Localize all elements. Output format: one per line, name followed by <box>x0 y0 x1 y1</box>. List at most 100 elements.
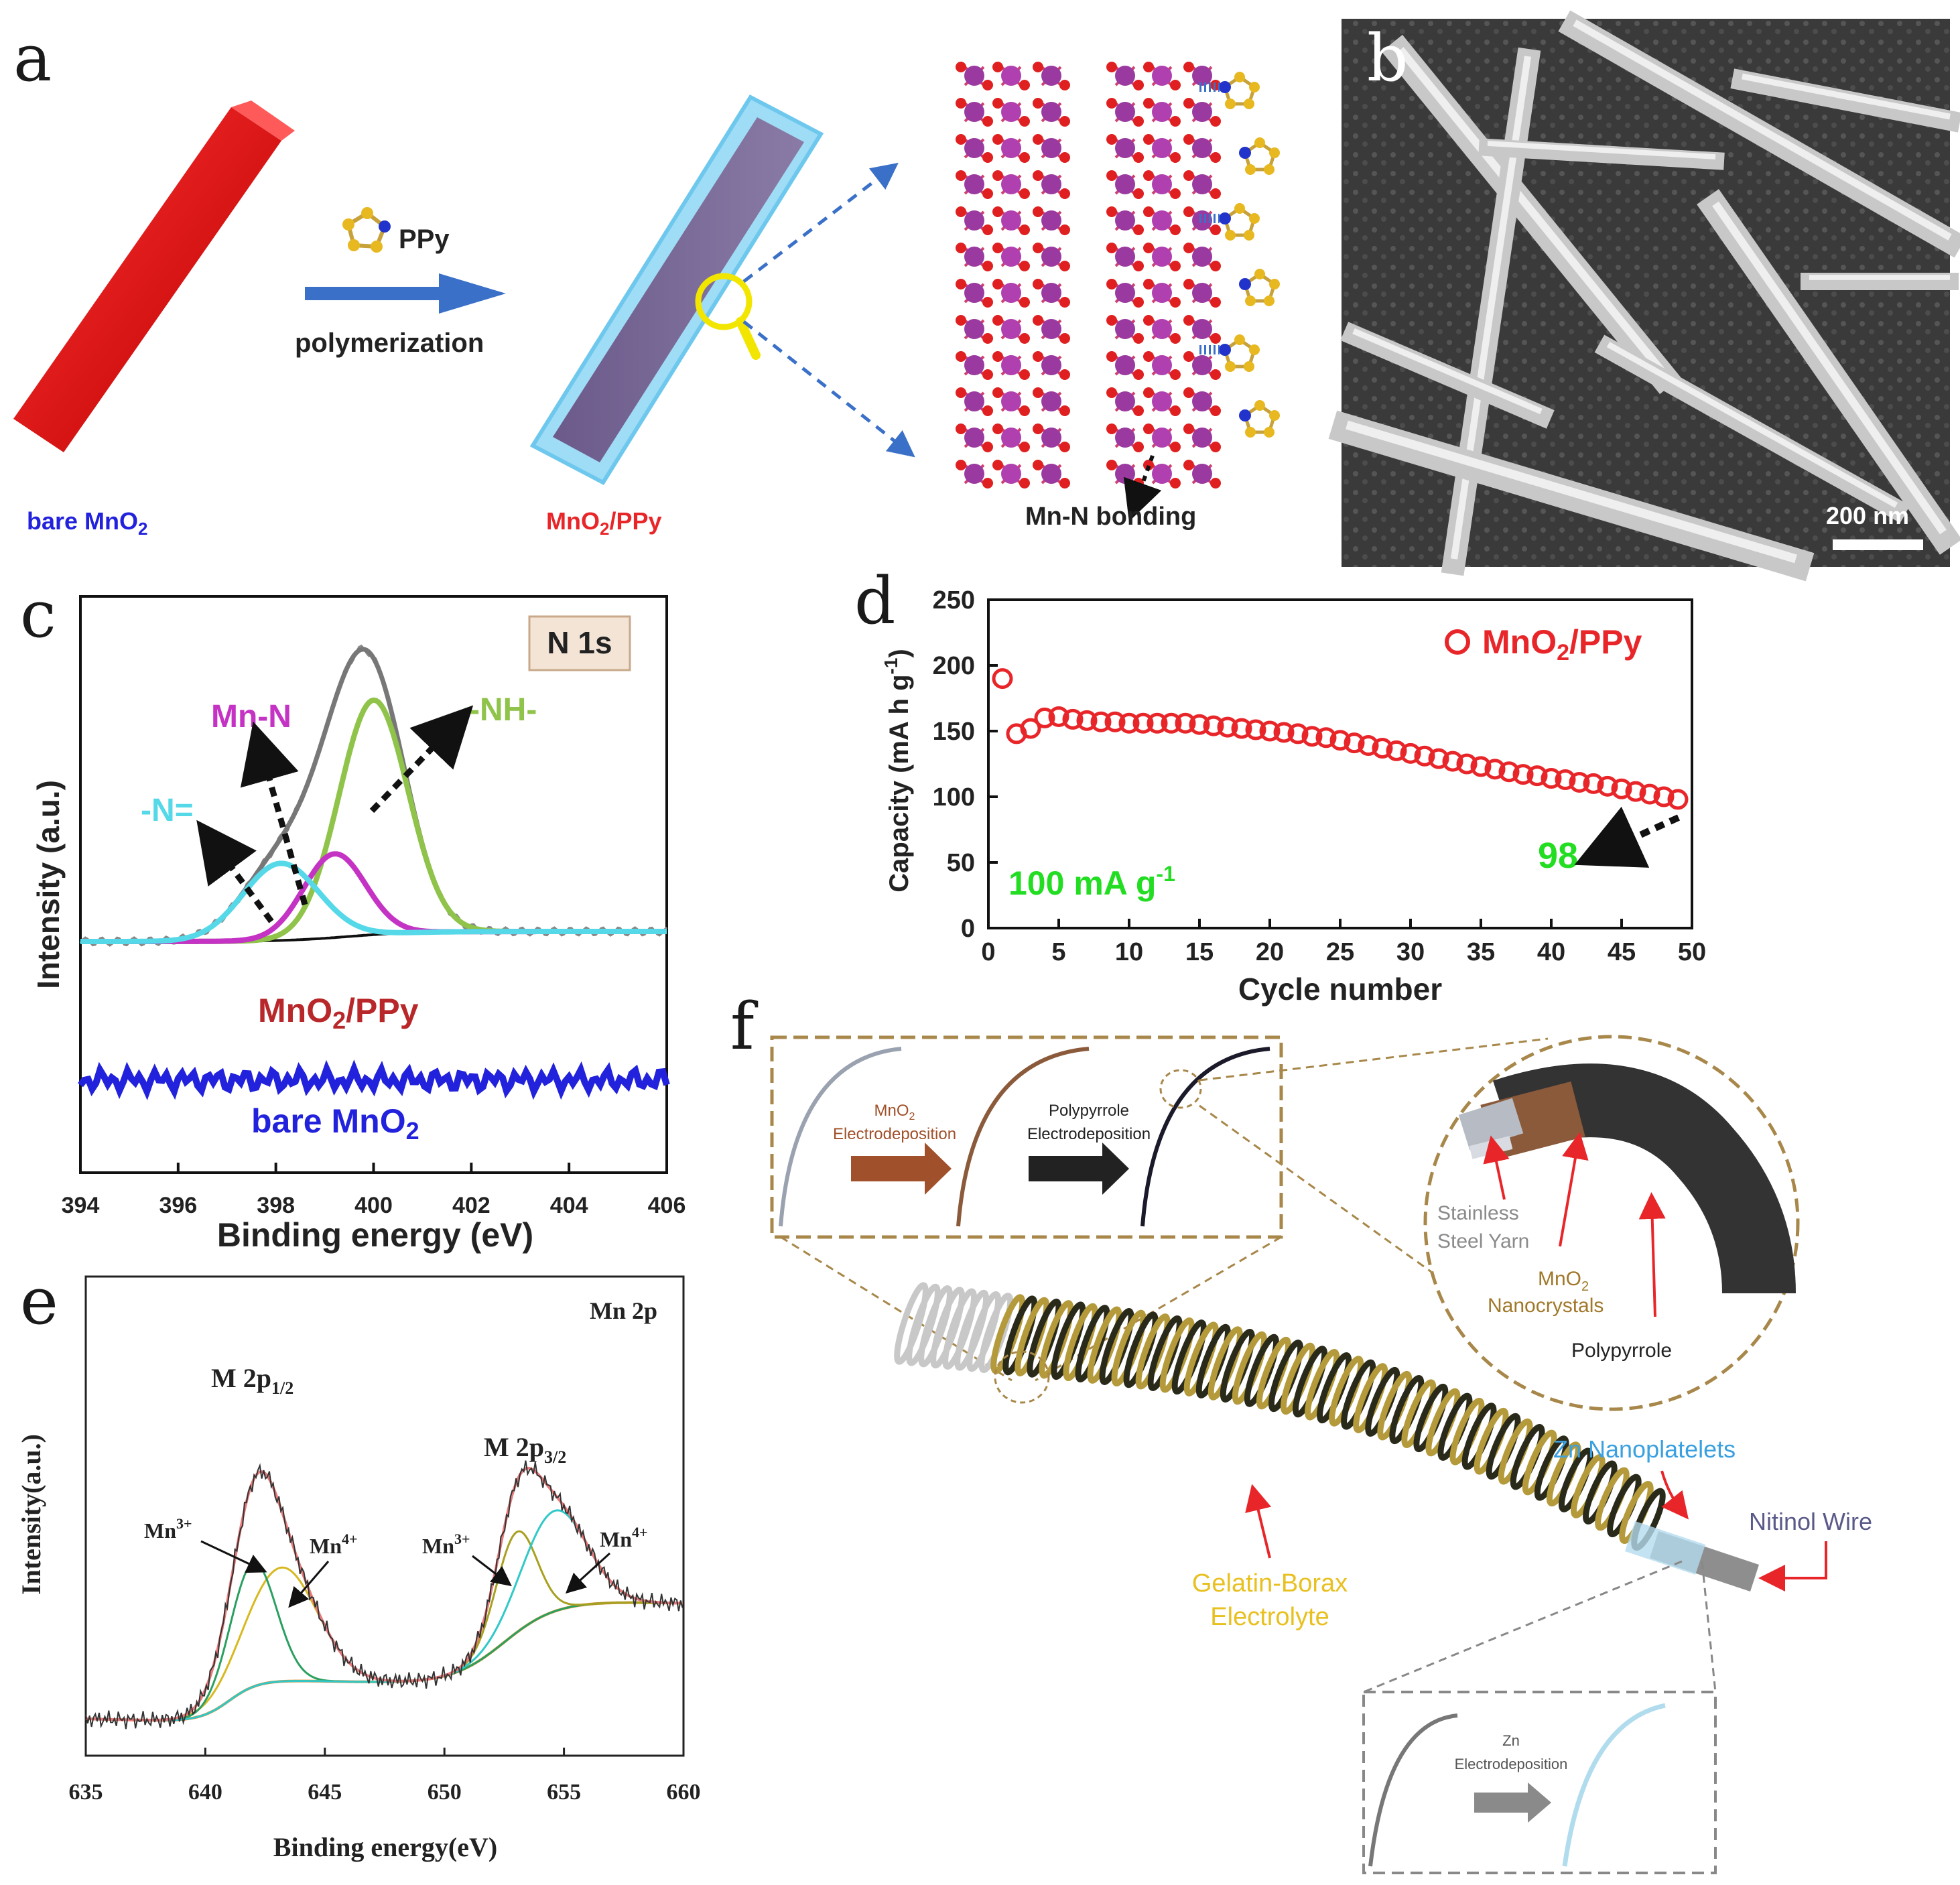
layer2-label: MnO2 <box>1538 1268 1589 1294</box>
legend: MnO2/PPy <box>1445 623 1642 665</box>
panel-label-b: b <box>1367 21 1408 96</box>
mn-atom <box>1115 138 1135 158</box>
mn-atom <box>1192 66 1212 86</box>
data-point <box>1245 719 1266 740</box>
n-atom <box>1239 278 1251 290</box>
o-atom <box>1170 369 1181 380</box>
o-atom <box>992 62 1003 72</box>
o-atom <box>992 387 1003 398</box>
mn-atom <box>1152 355 1172 375</box>
c-atom <box>1244 99 1254 109</box>
o-atom <box>1059 188 1070 199</box>
x-tick-label: 35 <box>1467 938 1495 966</box>
o-atom <box>1133 224 1144 235</box>
panel-label-c: c <box>20 577 56 652</box>
mn-atom <box>1152 174 1172 194</box>
o-atom <box>1143 243 1154 253</box>
data-point <box>1667 789 1689 810</box>
mn-atom <box>1152 102 1172 122</box>
o-atom <box>1133 116 1144 127</box>
x-tick-label: 5 <box>1051 938 1065 966</box>
o-atom <box>1143 387 1154 398</box>
o-atom <box>1059 297 1070 308</box>
mn-atom <box>1192 319 1212 339</box>
o-atom <box>982 152 993 163</box>
data-point <box>1076 710 1098 731</box>
o-atom <box>1033 98 1043 109</box>
x-tick-label: 25 <box>1326 938 1354 966</box>
o-atom <box>1033 134 1043 145</box>
o-atom <box>1106 279 1117 289</box>
data-point <box>1104 711 1126 732</box>
o-atom <box>992 206 1003 217</box>
panel-label-d: d <box>854 564 895 639</box>
mn-atom <box>1041 102 1061 122</box>
mn-atom <box>964 319 984 339</box>
electrolyte-label-line2: Electrolyte <box>1210 1603 1329 1631</box>
o-atom <box>992 134 1003 145</box>
o-atom <box>1133 333 1144 344</box>
data-point <box>1442 751 1463 772</box>
mn-atom <box>1041 319 1061 339</box>
o-atom <box>1059 80 1070 90</box>
data-point <box>1315 727 1337 749</box>
nitinol-wire <box>1625 1521 1759 1591</box>
o-atom <box>1133 369 1144 380</box>
panel-label-a: a <box>13 21 52 96</box>
o-atom <box>1170 442 1181 452</box>
mn-atom <box>1041 210 1061 231</box>
o-atom <box>1143 206 1154 217</box>
o-atom <box>982 224 993 235</box>
ppy-label: PPy <box>399 224 450 254</box>
o-atom <box>992 98 1003 109</box>
o-atom <box>1106 170 1117 181</box>
data-point <box>1555 769 1576 791</box>
o-atom <box>1019 369 1030 380</box>
bare-yarn <box>779 1047 902 1227</box>
o-atom <box>1106 351 1117 362</box>
o-atom <box>1059 442 1070 452</box>
o-atom <box>1106 62 1117 72</box>
c-atom <box>1244 230 1254 241</box>
mn3-label-1: Mn3+ <box>144 1515 192 1543</box>
mn-atom <box>964 283 984 303</box>
c-atom <box>1264 427 1275 438</box>
layer1-label-line1: Stainless <box>1437 1202 1519 1224</box>
o-atom <box>1019 333 1030 344</box>
data-point <box>1329 730 1351 751</box>
nanorod-highlight <box>1742 73 1951 120</box>
o-atom <box>1019 152 1030 163</box>
o-atom <box>1210 297 1221 308</box>
mn-atom <box>1115 210 1135 231</box>
o-atom <box>1019 297 1030 308</box>
xps-curves <box>85 1460 683 1730</box>
x-tick-label: 406 <box>648 1193 686 1218</box>
o-atom <box>1183 134 1194 145</box>
x-tick-label: 40 <box>1537 938 1565 966</box>
y-tick-label: 250 <box>933 586 975 614</box>
o-atom <box>1133 442 1144 452</box>
x-tick-label: 660 <box>667 1780 701 1805</box>
nanorod-highlight <box>1606 342 1898 508</box>
c-atom <box>1269 147 1280 158</box>
o-atom <box>1170 405 1181 416</box>
x-tick-label: 650 <box>428 1780 462 1805</box>
mn-atom <box>1001 102 1021 122</box>
mn-atom <box>1115 283 1135 303</box>
mn-atom <box>1152 247 1172 267</box>
zn-step-line2: Electrodeposition <box>1455 1756 1568 1772</box>
zoom-line <box>1199 1037 1549 1082</box>
o-atom <box>1183 206 1194 217</box>
mn-atom <box>1152 464 1172 484</box>
o-atom <box>1019 442 1030 452</box>
o-atom <box>956 98 966 109</box>
layer2-label-line2: Nanocrystals <box>1488 1295 1604 1317</box>
o-atom <box>1210 369 1221 380</box>
o-atom <box>992 315 1003 326</box>
panel-a: a bare MnO2 PPy polymerization <box>13 21 1280 539</box>
o-atom <box>956 134 966 145</box>
c-atom <box>1269 410 1280 421</box>
step1-label: MnO2 <box>874 1102 915 1122</box>
data-point <box>1034 707 1055 728</box>
mn-atom <box>964 210 984 231</box>
